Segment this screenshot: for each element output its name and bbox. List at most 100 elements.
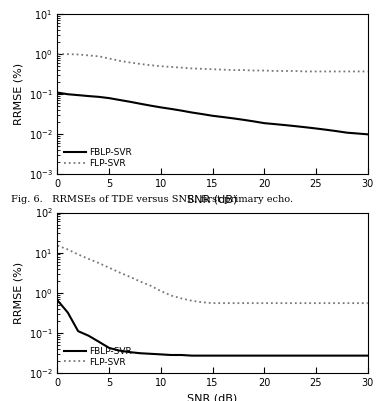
Line: FBLP-SVR: FBLP-SVR xyxy=(57,300,368,356)
FLP-SVR xyxy=(179,296,184,301)
FLP-SVR xyxy=(97,54,101,59)
FBLP-SVR xyxy=(303,125,308,130)
FBLP-SVR xyxy=(252,119,256,124)
FBLP-SVR xyxy=(159,352,163,357)
FLP-SVR xyxy=(283,69,287,73)
FLP-SVR xyxy=(210,301,215,306)
FLP-SVR xyxy=(55,52,60,57)
FLP-SVR xyxy=(355,69,360,74)
FLP-SVR xyxy=(148,283,153,288)
FLP-SVR xyxy=(324,301,329,306)
FLP-SVR xyxy=(200,67,205,71)
FLP-SVR xyxy=(128,60,132,65)
FBLP-SVR xyxy=(262,353,267,358)
FLP-SVR xyxy=(241,68,246,73)
FLP-SVR xyxy=(314,301,318,306)
FBLP-SVR xyxy=(117,97,122,102)
FLP-SVR xyxy=(355,301,360,306)
FBLP-SVR xyxy=(231,116,236,121)
FLP-SVR xyxy=(190,298,194,303)
FBLP-SVR xyxy=(179,352,184,357)
FLP-SVR xyxy=(283,301,287,306)
FLP-SVR xyxy=(169,293,173,298)
FLP-SVR xyxy=(138,279,142,284)
FLP-SVR xyxy=(65,247,70,252)
FLP-SVR xyxy=(334,301,339,306)
FLP-SVR xyxy=(314,69,318,74)
FLP-SVR xyxy=(303,301,308,306)
Text: Fig. 6.   RRMSEs of TDE versus SNR, first primary echo.: Fig. 6. RRMSEs of TDE versus SNR, first … xyxy=(11,195,294,204)
FLP-SVR xyxy=(345,69,349,74)
FLP-SVR xyxy=(231,301,236,306)
FBLP-SVR xyxy=(169,107,173,111)
FLP-SVR xyxy=(200,300,205,305)
FLP-SVR xyxy=(365,301,370,306)
FLP-SVR xyxy=(179,65,184,70)
Y-axis label: RRMSE (%): RRMSE (%) xyxy=(13,262,23,324)
FBLP-SVR xyxy=(355,131,360,136)
FLP-SVR xyxy=(365,69,370,74)
FBLP-SVR xyxy=(190,110,194,115)
FBLP-SVR xyxy=(303,353,308,358)
FLP-SVR xyxy=(76,52,80,57)
FBLP-SVR xyxy=(138,101,142,106)
FBLP-SVR xyxy=(210,113,215,118)
FBLP-SVR xyxy=(210,353,215,358)
X-axis label: SNR (dB): SNR (dB) xyxy=(187,195,238,205)
FBLP-SVR xyxy=(365,132,370,137)
FBLP-SVR xyxy=(55,298,60,303)
FLP-SVR xyxy=(252,301,256,306)
FBLP-SVR xyxy=(241,353,246,358)
FLP-SVR xyxy=(190,66,194,71)
FBLP-SVR xyxy=(252,353,256,358)
FLP-SVR xyxy=(138,61,142,66)
FLP-SVR xyxy=(117,270,122,275)
FLP-SVR xyxy=(148,63,153,68)
FBLP-SVR xyxy=(128,350,132,354)
FBLP-SVR xyxy=(128,99,132,104)
Line: FLP-SVR: FLP-SVR xyxy=(57,245,368,303)
X-axis label: SNR (dB): SNR (dB) xyxy=(187,393,238,401)
FLP-SVR xyxy=(252,68,256,73)
FBLP-SVR xyxy=(241,117,246,122)
FBLP-SVR xyxy=(55,90,60,95)
FLP-SVR xyxy=(293,69,298,73)
FBLP-SVR xyxy=(324,128,329,132)
FLP-SVR xyxy=(86,256,91,261)
FLP-SVR xyxy=(221,67,225,72)
FBLP-SVR xyxy=(221,353,225,358)
FBLP-SVR xyxy=(221,115,225,119)
FLP-SVR xyxy=(334,69,339,74)
FBLP-SVR xyxy=(148,351,153,356)
FBLP-SVR xyxy=(314,353,318,358)
FBLP-SVR xyxy=(117,348,122,353)
FLP-SVR xyxy=(324,69,329,74)
FLP-SVR xyxy=(169,65,173,69)
FLP-SVR xyxy=(86,53,91,58)
FBLP-SVR xyxy=(365,353,370,358)
FBLP-SVR xyxy=(148,103,153,108)
FBLP-SVR xyxy=(190,353,194,358)
FLP-SVR xyxy=(221,301,225,306)
FBLP-SVR xyxy=(334,129,339,134)
FLP-SVR xyxy=(107,265,111,270)
Line: FLP-SVR: FLP-SVR xyxy=(57,54,368,71)
FBLP-SVR xyxy=(200,111,205,116)
Y-axis label: RRMSE (%): RRMSE (%) xyxy=(13,63,23,125)
FLP-SVR xyxy=(76,252,80,257)
Line: FBLP-SVR: FBLP-SVR xyxy=(57,93,368,134)
FLP-SVR xyxy=(210,67,215,72)
FBLP-SVR xyxy=(107,96,111,101)
FBLP-SVR xyxy=(293,124,298,129)
FBLP-SVR xyxy=(272,353,277,358)
FLP-SVR xyxy=(159,64,163,69)
FBLP-SVR xyxy=(76,93,80,97)
FBLP-SVR xyxy=(324,353,329,358)
FLP-SVR xyxy=(231,68,236,73)
FLP-SVR xyxy=(303,69,308,74)
FLP-SVR xyxy=(55,243,60,248)
FBLP-SVR xyxy=(86,333,91,338)
FLP-SVR xyxy=(262,68,267,73)
FLP-SVR xyxy=(272,301,277,306)
FBLP-SVR xyxy=(262,121,267,126)
